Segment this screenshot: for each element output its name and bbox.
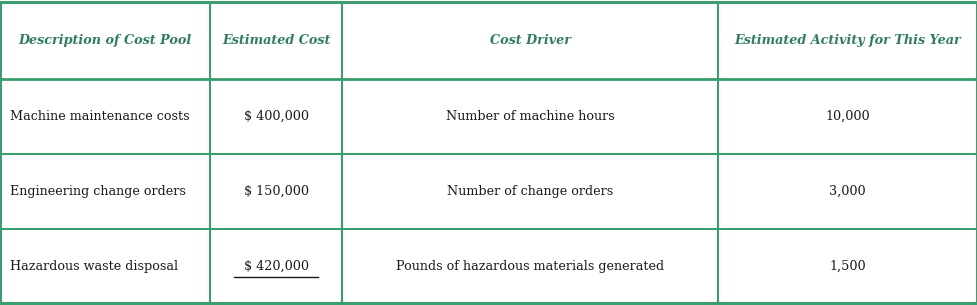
Text: Estimated Activity for This Year: Estimated Activity for This Year — [734, 34, 961, 47]
Text: Pounds of hazardous materials generated: Pounds of hazardous materials generated — [396, 260, 664, 273]
Text: $ 150,000: $ 150,000 — [243, 185, 309, 198]
Bar — [0, 2, 977, 79]
Text: $ 400,000: $ 400,000 — [243, 110, 309, 123]
Text: Estimated Cost: Estimated Cost — [222, 34, 330, 47]
Text: $ 420,000: $ 420,000 — [243, 260, 309, 273]
Text: Machine maintenance costs: Machine maintenance costs — [10, 110, 190, 123]
Text: 1,500: 1,500 — [829, 260, 866, 273]
Text: Hazardous waste disposal: Hazardous waste disposal — [10, 260, 178, 273]
Text: Cost Driver: Cost Driver — [489, 34, 571, 47]
Text: Number of change orders: Number of change orders — [446, 185, 614, 198]
Text: 3,000: 3,000 — [829, 185, 866, 198]
Text: 10,000: 10,000 — [826, 110, 870, 123]
Text: Engineering change orders: Engineering change orders — [10, 185, 186, 198]
Text: Number of machine hours: Number of machine hours — [446, 110, 615, 123]
Text: Description of Cost Pool: Description of Cost Pool — [19, 34, 191, 47]
